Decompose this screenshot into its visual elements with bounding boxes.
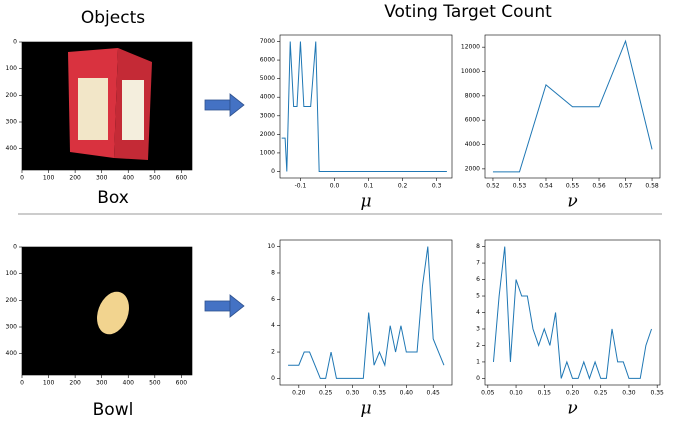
image-label: Bowl [93,400,134,420]
y-tick-label: 0 [13,39,17,46]
box-panel [78,78,108,140]
x-tick-label: 600 [176,380,188,387]
x-tick-label: 0.53 [513,183,527,190]
x-tick-label: 0.55 [566,183,580,190]
x-tick-label: 500 [149,380,161,387]
y-tick-label: 1 [476,358,480,365]
box-object [68,48,152,160]
x-tick-label: 0.20 [292,390,306,397]
x-tick-label: 0.0 [330,183,340,190]
x-tick-label: 0.1 [364,183,374,190]
x-tick-label: 0.25 [319,390,333,397]
x-tick-label: 400 [123,175,135,182]
y-tick-label: 200 [6,92,18,99]
y-tick-label: 0 [13,244,17,251]
image-label: Box [97,188,129,208]
y-tick-label: 8000 [465,92,480,99]
x-tick-label: 600 [176,175,188,182]
x-tick-label: 300 [96,175,108,182]
y-tick-label: 8 [271,269,275,276]
x-tick-label: 0.10 [509,390,523,397]
y-tick-label: 4 [476,309,480,316]
y-tick-label: 400 [6,350,18,357]
x-axis-label: μ [360,192,371,212]
x-tick-label: 0.2 [398,183,408,190]
x-tick-label: 200 [69,175,81,182]
y-tick-label: 300 [6,119,18,126]
y-tick-label: 5000 [260,75,275,82]
x-tick-label: -0.1 [295,183,307,190]
x-axis-label: μ [360,399,371,419]
y-tick-label: 10000 [461,68,480,75]
x-tick-label: 100 [43,175,55,182]
y-tick-label: 4000 [260,94,275,101]
y-tick-label: 300 [6,324,18,331]
arrow [205,94,244,116]
y-tick-label: 7 [476,260,480,267]
y-tick-label: 0 [271,168,275,175]
x-tick-label: 0.3 [432,183,442,190]
column-heading: Objects [81,8,145,28]
x-tick-label: 100 [43,380,55,387]
y-tick-label: 200 [6,297,18,304]
plot-frame [485,240,660,385]
x-tick-label: 0.54 [539,183,553,190]
x-tick-label: 0.05 [481,390,495,397]
x-tick-label: 500 [149,175,161,182]
y-tick-label: 6000 [260,57,275,64]
y-tick-label: 12000 [461,44,480,51]
y-tick-label: 4 [271,322,275,329]
x-tick-label: 0 [20,380,24,387]
y-tick-label: 7000 [260,38,275,45]
x-tick-label: 400 [123,380,135,387]
page: {"headings": {"objects": "Objects", "vot… [0,0,677,423]
x-axis-label: ν [567,192,577,212]
x-tick-label: 0.56 [592,183,606,190]
x-tick-label: 300 [96,380,108,387]
y-tick-label: 10 [267,243,275,250]
x-tick-label: 0.45 [427,390,441,397]
y-tick-label: 2000 [465,165,480,172]
x-tick-label: 0.35 [650,390,664,397]
arrow [205,295,244,317]
y-tick-label: 400 [6,145,18,152]
x-tick-label: 0.30 [622,390,636,397]
y-tick-label: 1000 [260,149,275,156]
y-tick-label: 6 [271,296,275,303]
figure: Objects Voting Target Count 010020030040… [0,0,677,423]
y-tick-label: 2000 [260,131,275,138]
y-tick-label: 0 [476,375,480,382]
box-panel [122,80,144,140]
y-tick-label: 2 [271,349,275,356]
y-tick-label: 100 [6,65,18,72]
x-tick-label: 0.15 [538,390,552,397]
x-tick-label: 0.40 [400,390,414,397]
y-tick-label: 3000 [260,112,275,119]
column-heading: Voting Target Count [384,2,552,22]
x-tick-label: 0.30 [346,390,360,397]
x-tick-label: 0 [20,175,24,182]
y-tick-label: 6 [476,276,480,283]
x-tick-label: 0.52 [486,183,500,190]
y-tick-label: 8 [476,243,480,250]
y-tick-label: 6000 [465,117,480,124]
y-tick-label: 100 [6,270,18,277]
x-tick-label: 0.58 [645,183,659,190]
y-tick-label: 5 [476,293,480,300]
x-tick-label: 0.35 [373,390,387,397]
x-axis-label: ν [567,399,577,419]
y-tick-label: 3 [476,325,480,332]
y-tick-label: 0 [271,375,275,382]
x-tick-label: 0.25 [594,390,608,397]
x-tick-label: 200 [69,380,81,387]
y-tick-label: 2 [476,342,480,349]
y-tick-label: 4000 [465,141,480,148]
x-tick-label: 0.57 [619,183,633,190]
x-tick-label: 0.20 [566,390,580,397]
